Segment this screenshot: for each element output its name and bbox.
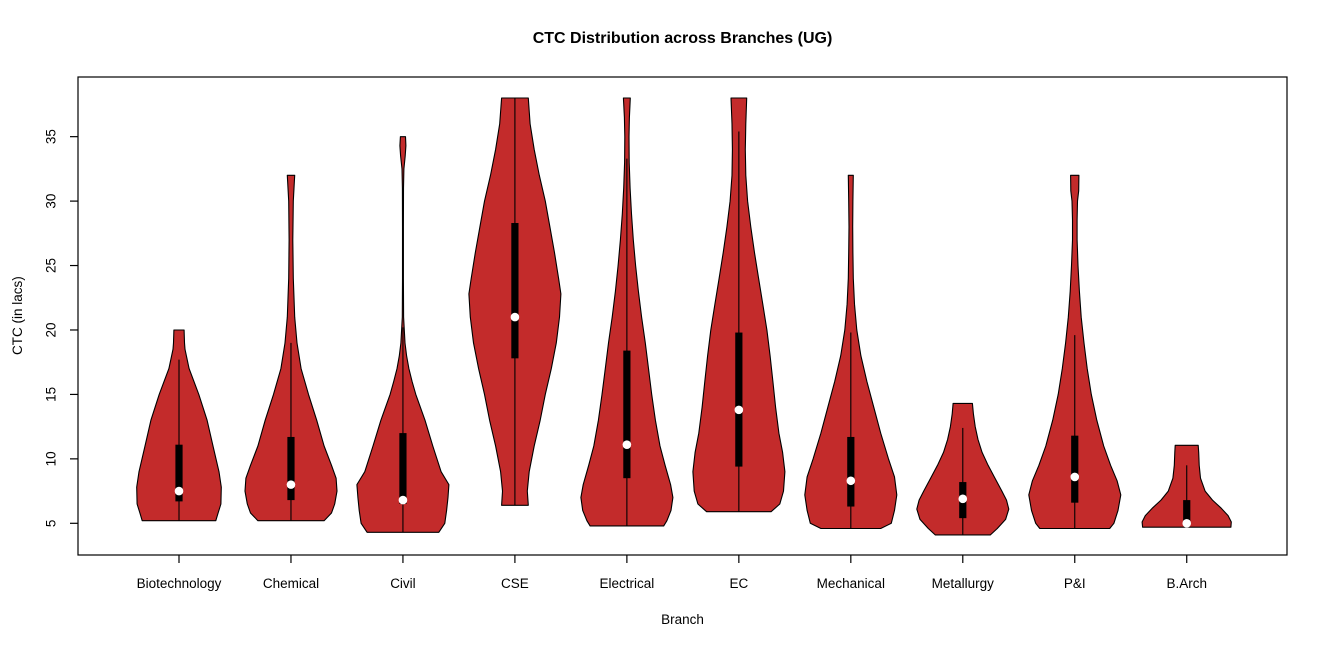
iqr-box-chemical [287,436,295,501]
x-tick-label-electrical: Electrical [599,576,654,591]
iqr-box-cse [511,223,519,359]
y-tick-label: 5 [44,520,59,528]
iqr-box-biotechnology [175,444,183,502]
median-dot-b-arch [1182,519,1192,528]
x-tick-label-biotechnology: Biotechnology [137,576,222,591]
x-tick-label-p-i: P&I [1064,576,1086,591]
y-tick-label: 30 [44,194,59,209]
median-dot-metallurgy [958,494,968,504]
chart-title: CTC Distribution across Branches (UG) [532,30,833,47]
median-dot-civil [398,495,408,505]
median-dot-ec [734,405,744,415]
y-tick-label: 15 [44,387,59,402]
x-tick-label-metallurgy: Metallurgy [932,576,995,591]
median-dot-biotechnology [174,486,184,496]
x-tick-label-mechanical: Mechanical [817,576,885,591]
median-dot-chemical [286,480,296,489]
median-dot-mechanical [846,476,856,486]
iqr-box-mechanical [847,436,855,507]
iqr-box-p-i [1071,435,1079,503]
iqr-box-ec [735,332,743,467]
y-tick-label: 20 [44,322,59,337]
x-tick-label-ec: EC [729,576,748,591]
median-dot-cse [510,312,520,322]
x-axis-label: Branch [661,612,704,627]
x-tick-label-chemical: Chemical [263,576,319,591]
x-tick-label-b-arch: B.Arch [1166,576,1207,591]
iqr-box-electrical [623,350,631,479]
iqr-box-b-arch [1183,500,1191,524]
y-tick-label: 25 [44,258,59,273]
y-tick-label: 10 [44,451,59,466]
iqr-box-civil [399,433,407,504]
median-dot-p-i [1070,472,1080,482]
x-tick-label-cse: CSE [501,576,529,591]
plot-border [77,76,1288,556]
median-dot-electrical [622,440,632,449]
y-tick-label: 35 [44,129,59,144]
x-tick-label-civil: Civil [390,576,416,591]
